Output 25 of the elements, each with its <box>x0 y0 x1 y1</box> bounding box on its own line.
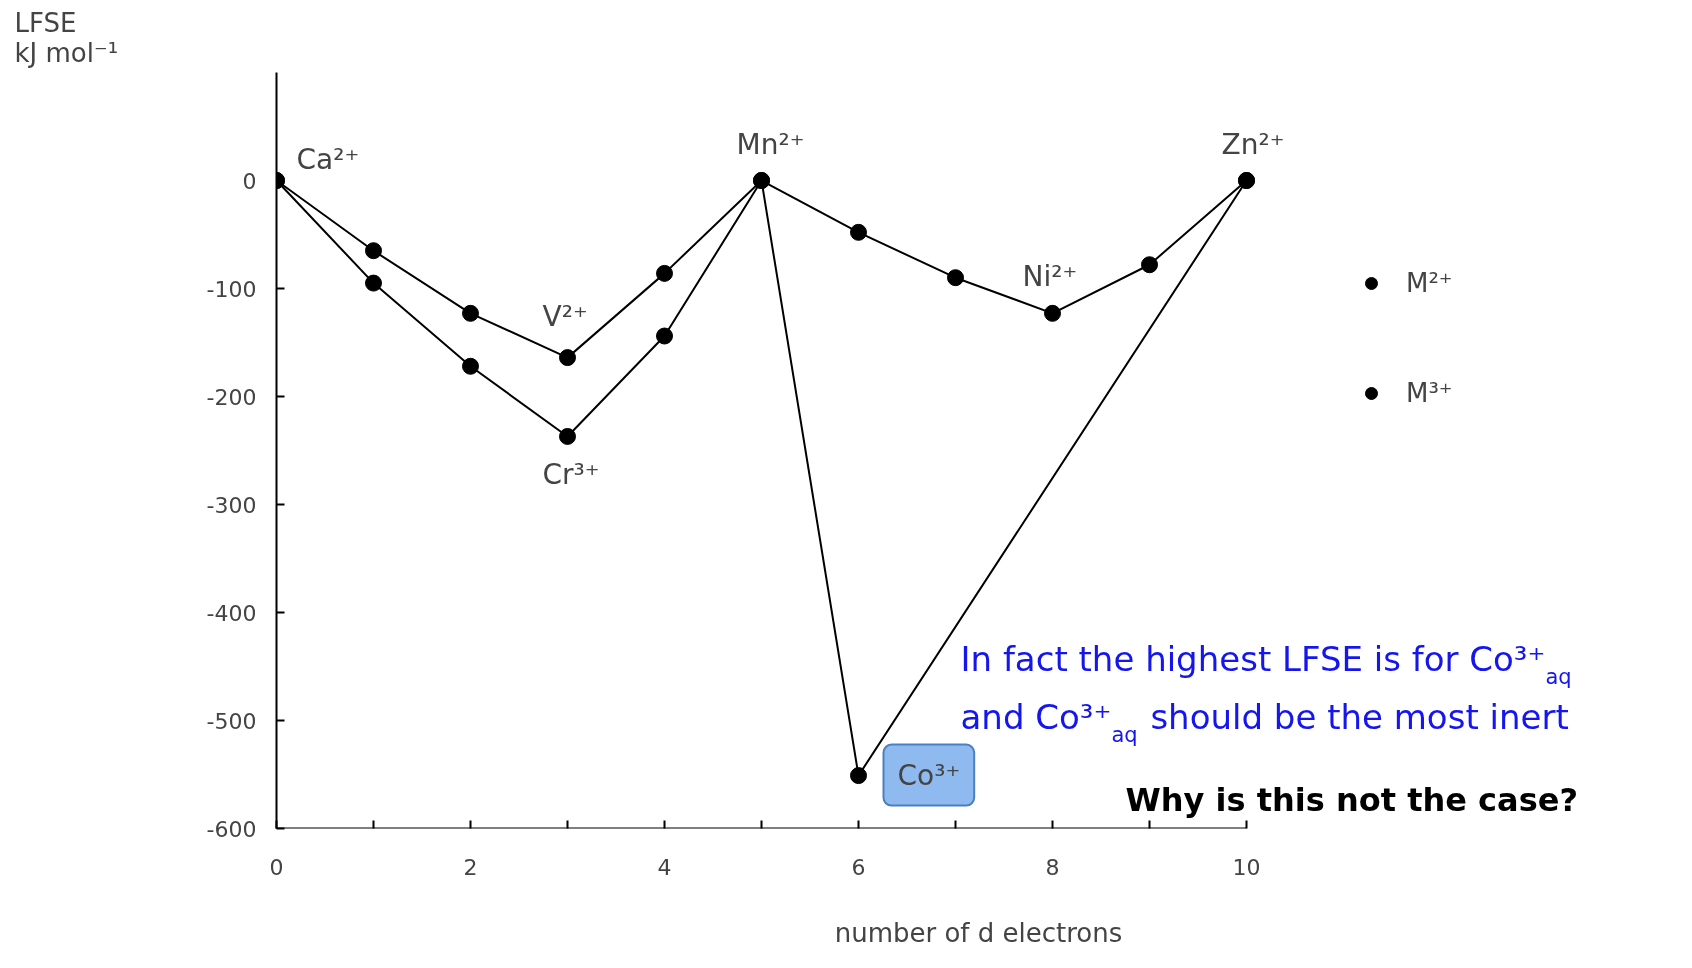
y-tick-label: -500 <box>206 708 257 734</box>
y-tick-label: -100 <box>206 276 257 302</box>
annotation: Ni²⁺ <box>1022 260 1078 294</box>
annotation: Why is this not the case? <box>1125 780 1578 819</box>
annotation: Co³⁺ <box>897 758 961 792</box>
annotation: Ca²⁺ <box>296 142 360 176</box>
x-tick-label: 10 <box>1232 854 1261 880</box>
annotation: Zn²⁺ <box>1221 127 1285 161</box>
legend-label: M²⁺ <box>1406 268 1453 298</box>
legend-label: M³⁺ <box>1406 378 1453 408</box>
x-tick-label: 0 <box>269 854 284 880</box>
y-tick-label: -300 <box>206 492 257 518</box>
x-axis-title: number of d electrons <box>834 917 1123 948</box>
y-tick-label: -600 <box>206 816 257 842</box>
y-tick-label: 0 <box>242 168 257 194</box>
x-tick-label: 6 <box>851 854 866 880</box>
annotation: Cr³⁺ <box>542 458 600 492</box>
y-tick-label: -400 <box>206 600 257 626</box>
y-axis-title: LFSE kJ mol⁻¹ <box>14 7 119 68</box>
annotation: V²⁺ <box>542 299 588 333</box>
annotation: Mn²⁺ <box>736 127 805 161</box>
x-tick-label: 4 <box>657 854 672 880</box>
x-tick-label: 2 <box>463 854 478 880</box>
x-tick-label: 8 <box>1045 854 1060 880</box>
y-tick-label: -200 <box>206 384 257 410</box>
